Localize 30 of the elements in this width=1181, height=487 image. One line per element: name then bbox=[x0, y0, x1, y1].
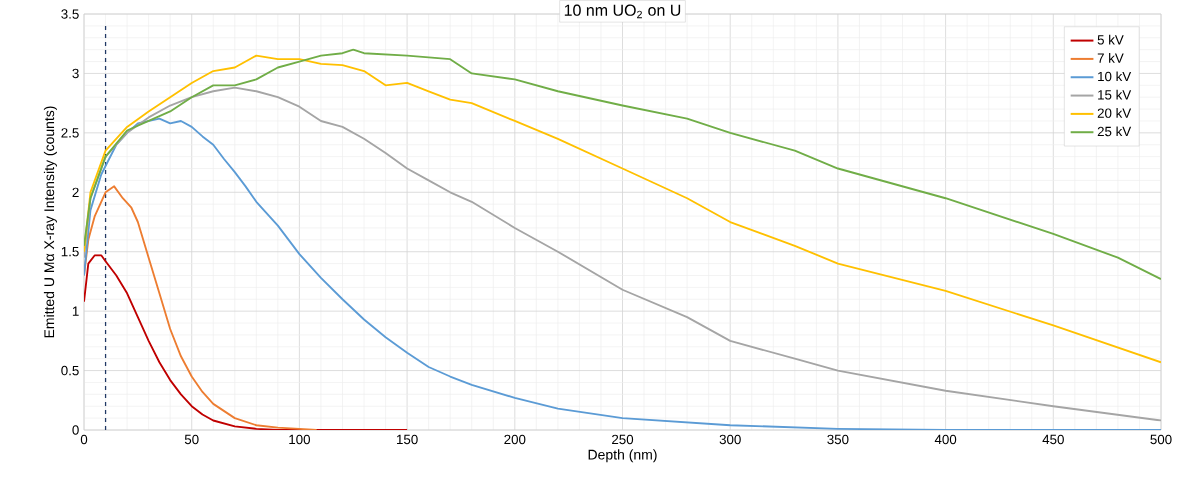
y-tick-label: 0.5 bbox=[61, 365, 79, 376]
x-axis-title: Depth (nm) bbox=[588, 449, 657, 463]
y-tick-label: 3.5 bbox=[61, 9, 79, 19]
x-tick-label: 400 bbox=[934, 434, 957, 445]
x-tick-label: 450 bbox=[1042, 434, 1064, 445]
x-tick-label: 50 bbox=[184, 434, 199, 445]
x-tick-label: 250 bbox=[612, 434, 634, 445]
x-tick-label: 350 bbox=[827, 434, 849, 445]
x-tick-label: 300 bbox=[719, 434, 741, 445]
legend-label: 7 kV bbox=[1097, 53, 1124, 63]
x-tick-label: 100 bbox=[289, 434, 311, 445]
y-tick-label: 3 bbox=[72, 68, 79, 79]
legend-label: 10 kV bbox=[1098, 71, 1132, 82]
y-tick-label: 0 bbox=[72, 425, 79, 435]
line-series bbox=[84, 185, 318, 430]
x-tick-label: 500 bbox=[1150, 434, 1172, 445]
x-tick-label: 200 bbox=[504, 434, 526, 445]
y-axis-title: Emitted U Mα X-ray Intensity (counts) bbox=[43, 106, 57, 338]
x-tick-label: 0 bbox=[80, 434, 88, 445]
y-tick-label: 1 bbox=[72, 306, 79, 316]
legend-label: 20 kV bbox=[1097, 108, 1132, 118]
line-series bbox=[84, 48, 1161, 280]
legend-label: 5 kV bbox=[1097, 34, 1124, 45]
legend-label: 15 kV bbox=[1098, 89, 1132, 100]
y-tick-label: 1.5 bbox=[61, 247, 79, 257]
x-tick-label: 150 bbox=[397, 434, 418, 445]
y-tick-label: 2 bbox=[72, 187, 79, 197]
legend-label: 25 kV bbox=[1097, 126, 1132, 137]
chart-title: 10 nm UO$_{2}$ on U bbox=[564, 4, 681, 19]
y-tick-label: 2.5 bbox=[61, 128, 79, 138]
